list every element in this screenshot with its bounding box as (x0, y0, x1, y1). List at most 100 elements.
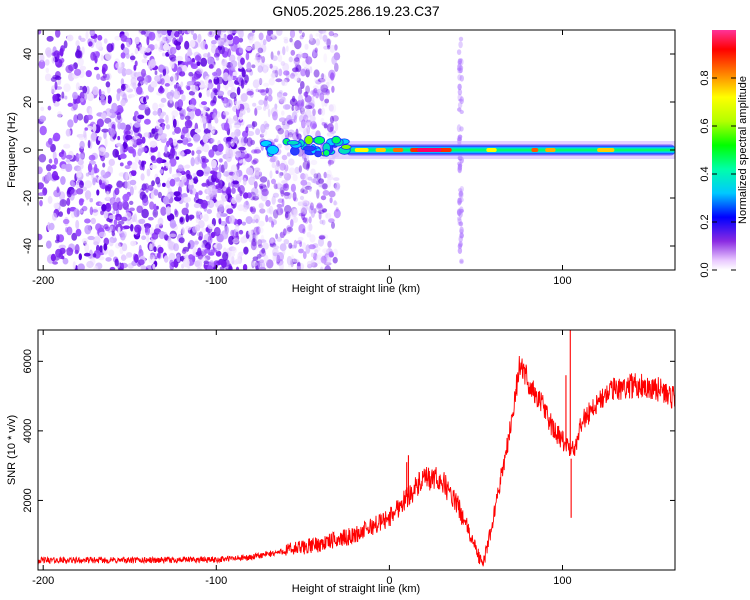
noise-speckle (294, 102, 299, 111)
noise-speckle (58, 211, 63, 217)
spectrogram-ytick-label: -20 (22, 190, 34, 206)
noise-speckle (174, 126, 182, 134)
noise-speckle (169, 219, 177, 229)
stripe-speckle (459, 58, 464, 66)
stripe-speckle (458, 36, 464, 42)
noise-speckle (275, 170, 279, 174)
signal-core (417, 148, 442, 152)
noise-speckle (287, 120, 293, 125)
noise-speckle (272, 111, 278, 121)
noise-speckle (233, 135, 239, 143)
noise-speckle (61, 91, 65, 99)
noise-speckle (276, 203, 283, 208)
noise-speckle (284, 204, 292, 214)
noise-speckle (202, 143, 210, 153)
noise-speckle (306, 125, 311, 135)
noise-speckle (128, 139, 134, 146)
noise-speckle (226, 208, 234, 215)
spectrogram-ytick-label: 0 (22, 147, 34, 153)
noise-speckle (98, 136, 102, 141)
noise-speckle (311, 178, 317, 184)
noise-speckle (305, 85, 310, 94)
noise-speckle (111, 231, 116, 237)
noise-speckle (113, 219, 118, 226)
noise-speckle (306, 231, 312, 238)
noise-speckle (312, 48, 318, 58)
noise-speckle (172, 138, 178, 146)
colorbar: 0.0 0.2 0.4 0.6 0.8 Normalized spectral ampl… (699, 30, 749, 278)
noise-speckle (331, 55, 337, 65)
noise-speckle (80, 97, 84, 103)
noise-speckle (149, 201, 155, 210)
noise-speckle (137, 114, 145, 120)
noise-speckle (222, 72, 229, 82)
noise-speckle (156, 157, 163, 164)
noise-speckle (157, 191, 162, 199)
colorbar-axes: 0.0 0.2 0.4 0.6 0.8 (699, 70, 736, 278)
noise-speckle (65, 163, 73, 172)
noise-speckle (300, 81, 305, 89)
noise-speckle (282, 104, 291, 110)
spectrogram-xtick-label: -200 (32, 275, 54, 287)
noise-speckle (265, 33, 272, 43)
noise-speckle (203, 213, 209, 222)
noise-speckle (76, 45, 81, 53)
noise-speckle (272, 252, 278, 257)
noise-speckle (58, 244, 66, 249)
noise-speckle (305, 105, 313, 110)
noise-speckle (149, 164, 157, 169)
noise-speckle (38, 192, 45, 197)
noise-speckle (216, 90, 225, 97)
noise-speckle (271, 33, 276, 40)
noise-speckle (124, 165, 131, 170)
noise-speckle (234, 258, 242, 265)
colorbar-tick-label: 0.6 (699, 118, 711, 133)
noise-speckle (149, 132, 155, 138)
noise-speckle (217, 76, 224, 85)
noise-speckle (241, 68, 246, 78)
noise-speckle (288, 158, 295, 166)
noise-speckle (52, 94, 58, 102)
noise-speckle (235, 231, 239, 238)
noise-speckle (265, 103, 269, 110)
noise-speckle (194, 224, 201, 232)
noise-speckle (319, 84, 325, 90)
snr-xtick-label: 100 (553, 575, 571, 587)
noise-speckle (199, 115, 208, 124)
noise-speckle (251, 64, 256, 69)
noise-speckle (132, 82, 137, 90)
noise-speckle (103, 131, 107, 140)
colorbar-tick-label: 0.0 (699, 262, 711, 277)
noise-speckle (134, 47, 139, 55)
noise-speckle (209, 170, 216, 175)
noise-speckle (225, 175, 234, 183)
noise-speckle (244, 153, 253, 163)
noise-speckle (115, 62, 123, 69)
noise-speckle (328, 159, 332, 167)
noise-speckle (230, 30, 239, 34)
noise-speckle (39, 125, 47, 136)
noise-speckle (190, 63, 198, 69)
noise-speckle (232, 171, 240, 180)
noise-speckle (134, 60, 138, 67)
noise-speckle (160, 40, 164, 50)
noise-speckle (115, 150, 119, 158)
noise-speckle (282, 247, 286, 256)
noise-speckle (304, 126, 310, 135)
noise-speckle (96, 73, 101, 80)
noise-speckle (188, 104, 195, 109)
noise-speckle (66, 247, 74, 256)
noise-speckle (293, 55, 299, 66)
noise-speckle (281, 110, 285, 116)
noise-speckle (83, 129, 87, 139)
noise-speckle (259, 208, 266, 214)
noise-speckle (310, 130, 317, 137)
noise-speckle (60, 176, 66, 185)
colorbar-label: Normalized spectral amplitude (737, 76, 749, 224)
signal-core (545, 148, 556, 152)
noise-speckle (51, 55, 56, 64)
noise-speckle (223, 171, 230, 177)
spectrogram-xtick-label: 100 (553, 275, 571, 287)
noise-speckle (102, 63, 108, 72)
noise-speckle (228, 263, 232, 270)
